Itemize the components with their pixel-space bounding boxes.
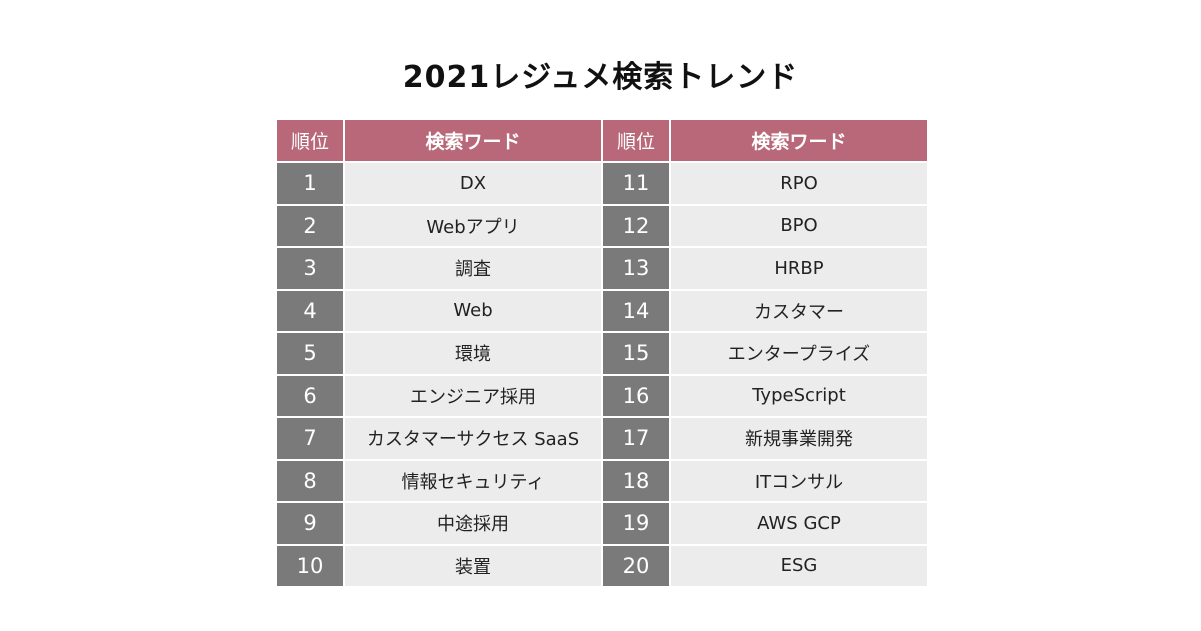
word-cell: DX xyxy=(345,163,601,204)
rank-cell: 11 xyxy=(603,163,669,204)
table-row: 8 情報セキュリティ xyxy=(277,460,601,501)
table-header: 順位 検索ワード xyxy=(603,120,927,161)
table-row: 11 RPO xyxy=(603,163,927,204)
table-row: 14 カスタマー xyxy=(603,290,927,331)
table-row: 1 DX xyxy=(277,163,601,204)
rank-cell: 5 xyxy=(277,333,343,374)
table-row: 7 カスタマーサクセス SaaS xyxy=(277,418,601,459)
table-row: 15 エンタープライズ xyxy=(603,333,927,374)
table-row: 4 Web xyxy=(277,290,601,331)
table-row: 9 中途採用 xyxy=(277,503,601,544)
rank-cell: 8 xyxy=(277,460,343,501)
word-cell: ESG xyxy=(671,545,927,586)
table-row: 16 TypeScript xyxy=(603,375,927,416)
word-cell: カスタマーサクセス SaaS xyxy=(345,418,601,459)
word-cell: カスタマー xyxy=(671,290,927,331)
rank-cell: 15 xyxy=(603,333,669,374)
word-cell: 調査 xyxy=(345,248,601,289)
table-row: 18 ITコンサル xyxy=(603,460,927,501)
table-row: 2 Webアプリ xyxy=(277,205,601,246)
rank-column-header: 順位 xyxy=(603,120,669,161)
word-cell: Web xyxy=(345,290,601,331)
rank-cell: 6 xyxy=(277,375,343,416)
word-column-header: 検索ワード xyxy=(671,120,927,161)
word-cell: 環境 xyxy=(345,333,601,374)
word-column-header: 検索ワード xyxy=(345,120,601,161)
word-cell: 中途採用 xyxy=(345,503,601,544)
word-cell: 新規事業開発 xyxy=(671,418,927,459)
rank-cell: 1 xyxy=(277,163,343,204)
word-cell: TypeScript xyxy=(671,375,927,416)
table-row: 17 新規事業開発 xyxy=(603,418,927,459)
table-row: 5 環境 xyxy=(277,333,601,374)
rank-cell: 10 xyxy=(277,545,343,586)
rank-cell: 19 xyxy=(603,503,669,544)
rank-cell: 20 xyxy=(603,545,669,586)
word-cell: RPO xyxy=(671,163,927,204)
rank-cell: 16 xyxy=(603,375,669,416)
word-cell: 情報セキュリティ xyxy=(345,460,601,501)
table-row: 3 調査 xyxy=(277,248,601,289)
word-cell: エンタープライズ xyxy=(671,333,927,374)
word-cell: ITコンサル xyxy=(671,460,927,501)
word-cell: AWS GCP xyxy=(671,503,927,544)
ranking-table-left: 順位 検索ワード 1 DX 2 Webアプリ 3 調査 4 Web 5 環境 6… xyxy=(277,120,601,586)
word-cell: Webアプリ xyxy=(345,205,601,246)
rank-cell: 2 xyxy=(277,205,343,246)
page-title: 2021レジュメ検索トレンド xyxy=(402,60,799,95)
table-header: 順位 検索ワード xyxy=(277,120,601,161)
rank-cell: 14 xyxy=(603,290,669,331)
rank-cell: 3 xyxy=(277,248,343,289)
ranking-table-right: 順位 検索ワード 11 RPO 12 BPO 13 HRBP 14 カスタマー … xyxy=(603,120,927,586)
rank-cell: 12 xyxy=(603,205,669,246)
table-row: 6 エンジニア採用 xyxy=(277,375,601,416)
table-row: 19 AWS GCP xyxy=(603,503,927,544)
rank-cell: 18 xyxy=(603,460,669,501)
rank-column-header: 順位 xyxy=(277,120,343,161)
rank-cell: 4 xyxy=(277,290,343,331)
word-cell: HRBP xyxy=(671,248,927,289)
rank-cell: 17 xyxy=(603,418,669,459)
table-row: 12 BPO xyxy=(603,205,927,246)
word-cell: BPO xyxy=(671,205,927,246)
table-row: 13 HRBP xyxy=(603,248,927,289)
table-row: 10 装置 xyxy=(277,545,601,586)
word-cell: エンジニア採用 xyxy=(345,375,601,416)
rank-cell: 7 xyxy=(277,418,343,459)
word-cell: 装置 xyxy=(345,545,601,586)
rank-cell: 13 xyxy=(603,248,669,289)
rank-cell: 9 xyxy=(277,503,343,544)
table-row: 20 ESG xyxy=(603,545,927,586)
